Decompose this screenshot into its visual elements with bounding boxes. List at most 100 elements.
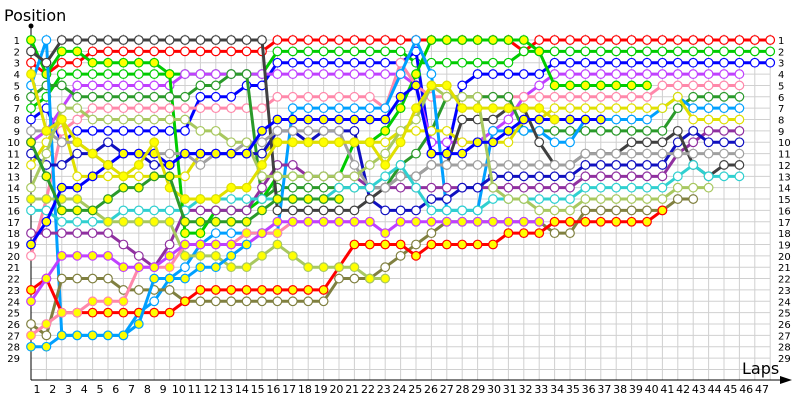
data-point xyxy=(210,262,221,273)
x-tick-label: 7 xyxy=(128,383,135,396)
data-point xyxy=(241,182,252,193)
data-point xyxy=(611,35,622,45)
y-tick-label-right: 16 xyxy=(778,206,791,217)
data-point xyxy=(657,205,668,216)
x-tick-label: 46 xyxy=(739,383,753,396)
data-point xyxy=(411,250,421,261)
data-point xyxy=(287,35,298,45)
data-point xyxy=(549,103,560,114)
data-point xyxy=(657,35,668,45)
data-point xyxy=(611,69,622,79)
data-point xyxy=(380,171,391,182)
data-point xyxy=(41,194,52,204)
data-point xyxy=(595,194,606,204)
data-point xyxy=(642,205,652,216)
data-point xyxy=(180,125,190,136)
data-point xyxy=(180,69,190,79)
data-point xyxy=(210,250,221,261)
series-24 xyxy=(26,239,252,352)
data-point xyxy=(287,91,298,102)
x-tick-label: 32 xyxy=(519,383,533,396)
data-point xyxy=(672,194,683,204)
data-point xyxy=(688,46,699,57)
data-point xyxy=(688,137,699,148)
x-tick-label: 45 xyxy=(723,383,737,396)
data-point xyxy=(595,148,606,159)
data-point xyxy=(303,137,314,148)
data-point xyxy=(549,80,560,91)
data-point xyxy=(595,171,606,182)
data-point xyxy=(226,296,237,307)
data-point xyxy=(56,137,67,148)
data-point xyxy=(164,91,175,102)
data-point xyxy=(441,239,452,250)
data-point xyxy=(657,46,668,57)
data-point xyxy=(87,57,98,68)
data-point xyxy=(334,205,344,216)
data-point xyxy=(349,273,360,284)
data-point xyxy=(318,171,329,182)
data-point xyxy=(72,194,83,204)
data-point xyxy=(565,125,575,136)
data-point xyxy=(210,194,221,204)
data-point xyxy=(72,307,83,318)
data-point xyxy=(642,80,652,91)
data-point xyxy=(318,69,329,79)
data-point xyxy=(241,216,252,227)
data-point xyxy=(26,69,36,79)
data-point xyxy=(272,285,283,295)
data-point xyxy=(719,171,729,182)
data-point xyxy=(534,228,545,239)
y-tick-label-left: 13 xyxy=(7,172,20,183)
y-tick-label-left: 14 xyxy=(7,184,20,195)
x-tick-label: 43 xyxy=(692,383,706,396)
data-point xyxy=(549,182,560,193)
y-tick-label-left: 11 xyxy=(7,150,20,161)
data-point xyxy=(180,171,190,182)
data-point xyxy=(318,182,329,193)
data-point xyxy=(719,137,729,148)
y-tick-label-right: 9 xyxy=(778,127,784,138)
data-point xyxy=(195,262,206,273)
data-point xyxy=(272,296,283,307)
data-point xyxy=(626,114,637,125)
data-point xyxy=(534,216,545,227)
data-point xyxy=(303,57,314,68)
data-point xyxy=(765,35,776,45)
data-point xyxy=(503,125,514,136)
data-point xyxy=(180,148,190,159)
data-point xyxy=(349,114,360,125)
data-point xyxy=(642,171,652,182)
data-point xyxy=(287,57,298,68)
x-tick-label: 31 xyxy=(503,383,517,396)
data-point xyxy=(226,285,237,295)
data-point xyxy=(272,91,283,102)
y-tick-label-left: 16 xyxy=(7,206,20,217)
data-point xyxy=(518,35,529,45)
data-point xyxy=(26,250,36,261)
data-point xyxy=(118,307,129,318)
data-point xyxy=(364,216,375,227)
data-point xyxy=(703,35,714,45)
data-point xyxy=(549,46,560,57)
data-point xyxy=(241,137,252,148)
data-point xyxy=(411,69,421,79)
data-point xyxy=(411,103,421,114)
data-point xyxy=(257,125,267,136)
y-tick-label-right: 29 xyxy=(778,354,791,365)
data-point xyxy=(688,148,699,159)
data-point xyxy=(642,216,652,227)
data-point xyxy=(241,205,252,216)
data-point xyxy=(87,91,98,102)
x-axis-arrow xyxy=(780,376,792,384)
data-point xyxy=(380,273,391,284)
data-point xyxy=(72,148,83,159)
data-point xyxy=(133,57,144,68)
data-point xyxy=(195,148,206,159)
data-point xyxy=(688,125,699,136)
data-point xyxy=(518,171,529,182)
data-point xyxy=(318,262,329,273)
data-point xyxy=(611,80,622,91)
data-point xyxy=(195,69,206,79)
data-point xyxy=(364,160,375,170)
